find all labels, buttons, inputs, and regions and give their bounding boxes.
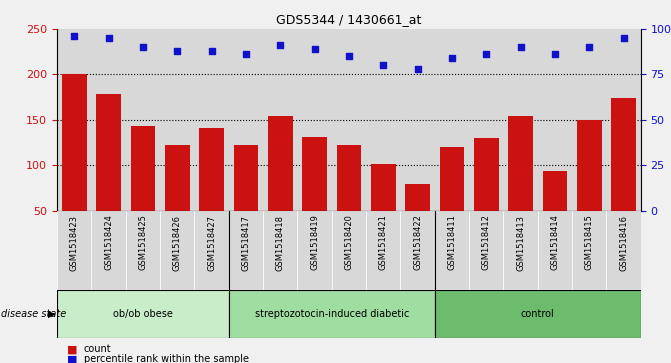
FancyBboxPatch shape bbox=[435, 290, 641, 338]
Text: GSM1518417: GSM1518417 bbox=[242, 215, 250, 270]
Bar bbox=[268, 116, 293, 256]
Text: GSM1518411: GSM1518411 bbox=[448, 215, 456, 270]
Bar bbox=[607, 211, 641, 290]
Bar bbox=[125, 29, 160, 211]
Bar bbox=[331, 211, 366, 290]
Bar bbox=[263, 29, 297, 211]
Bar bbox=[160, 211, 195, 290]
Bar bbox=[125, 211, 160, 290]
Bar bbox=[503, 211, 537, 290]
Bar bbox=[401, 211, 435, 290]
Text: GSM1518426: GSM1518426 bbox=[172, 215, 182, 270]
Point bbox=[69, 33, 80, 39]
Bar bbox=[297, 211, 331, 290]
Text: streptozotocin-induced diabetic: streptozotocin-induced diabetic bbox=[254, 309, 409, 319]
Point bbox=[481, 52, 492, 57]
Bar bbox=[91, 29, 125, 211]
Text: GSM1518424: GSM1518424 bbox=[104, 215, 113, 270]
Point bbox=[103, 35, 114, 41]
Text: count: count bbox=[84, 344, 111, 354]
Text: GSM1518420: GSM1518420 bbox=[344, 215, 354, 270]
Bar bbox=[435, 29, 469, 211]
Bar bbox=[263, 211, 297, 290]
Bar bbox=[577, 120, 602, 256]
Text: GSM1518427: GSM1518427 bbox=[207, 215, 216, 270]
Bar bbox=[401, 29, 435, 211]
Bar bbox=[195, 29, 229, 211]
Point bbox=[618, 35, 629, 41]
Text: GSM1518418: GSM1518418 bbox=[276, 215, 285, 270]
Bar bbox=[331, 29, 366, 211]
Bar bbox=[474, 138, 499, 256]
Point bbox=[138, 44, 148, 50]
Point bbox=[584, 44, 595, 50]
Bar bbox=[543, 171, 567, 256]
Point bbox=[206, 48, 217, 54]
Bar bbox=[371, 164, 396, 256]
Bar bbox=[537, 29, 572, 211]
Bar bbox=[508, 116, 533, 256]
Bar bbox=[366, 29, 401, 211]
FancyBboxPatch shape bbox=[229, 290, 435, 338]
Point bbox=[515, 44, 526, 50]
Point bbox=[309, 46, 320, 52]
Bar bbox=[607, 29, 641, 211]
Text: GSM1518425: GSM1518425 bbox=[138, 215, 148, 270]
Bar bbox=[302, 137, 327, 256]
Text: GSM1518412: GSM1518412 bbox=[482, 215, 491, 270]
Bar bbox=[611, 98, 636, 256]
Text: GSM1518423: GSM1518423 bbox=[70, 215, 79, 270]
Point bbox=[550, 52, 560, 57]
Bar bbox=[572, 211, 607, 290]
Point bbox=[378, 62, 389, 68]
FancyBboxPatch shape bbox=[57, 290, 229, 338]
Text: GSM1518421: GSM1518421 bbox=[378, 215, 388, 270]
Point bbox=[172, 48, 183, 54]
Text: ▶: ▶ bbox=[48, 309, 56, 319]
Text: GSM1518422: GSM1518422 bbox=[413, 215, 422, 270]
Bar bbox=[297, 29, 331, 211]
Bar bbox=[165, 145, 190, 256]
Text: percentile rank within the sample: percentile rank within the sample bbox=[84, 354, 249, 363]
Bar bbox=[572, 29, 607, 211]
Bar bbox=[96, 94, 121, 256]
Bar bbox=[131, 126, 155, 256]
Bar bbox=[195, 211, 229, 290]
Bar bbox=[57, 29, 91, 211]
Text: GSM1518413: GSM1518413 bbox=[516, 215, 525, 270]
Text: GSM1518414: GSM1518414 bbox=[550, 215, 560, 270]
Bar bbox=[469, 211, 503, 290]
Text: control: control bbox=[521, 309, 555, 319]
Text: ob/ob obese: ob/ob obese bbox=[113, 309, 173, 319]
Bar bbox=[405, 184, 430, 256]
Text: ■: ■ bbox=[67, 344, 78, 354]
Bar bbox=[440, 147, 464, 256]
Text: GSM1518415: GSM1518415 bbox=[585, 215, 594, 270]
Bar bbox=[234, 145, 258, 256]
Bar bbox=[229, 211, 263, 290]
Title: GDS5344 / 1430661_at: GDS5344 / 1430661_at bbox=[276, 13, 421, 26]
Point bbox=[275, 42, 286, 48]
Text: ■: ■ bbox=[67, 354, 78, 363]
Text: disease state: disease state bbox=[1, 309, 66, 319]
Bar bbox=[435, 211, 469, 290]
Bar bbox=[366, 211, 401, 290]
Bar bbox=[199, 128, 224, 256]
Bar bbox=[160, 29, 195, 211]
Bar bbox=[62, 74, 87, 256]
Point bbox=[412, 66, 423, 72]
Point bbox=[240, 52, 251, 57]
Bar bbox=[57, 211, 91, 290]
Bar bbox=[469, 29, 503, 211]
Bar bbox=[537, 211, 572, 290]
Bar bbox=[91, 211, 125, 290]
Bar bbox=[337, 145, 361, 256]
Point bbox=[344, 53, 354, 59]
Text: GSM1518419: GSM1518419 bbox=[310, 215, 319, 270]
Point bbox=[447, 55, 458, 61]
Bar bbox=[503, 29, 537, 211]
Text: GSM1518416: GSM1518416 bbox=[619, 215, 628, 270]
Bar bbox=[229, 29, 263, 211]
